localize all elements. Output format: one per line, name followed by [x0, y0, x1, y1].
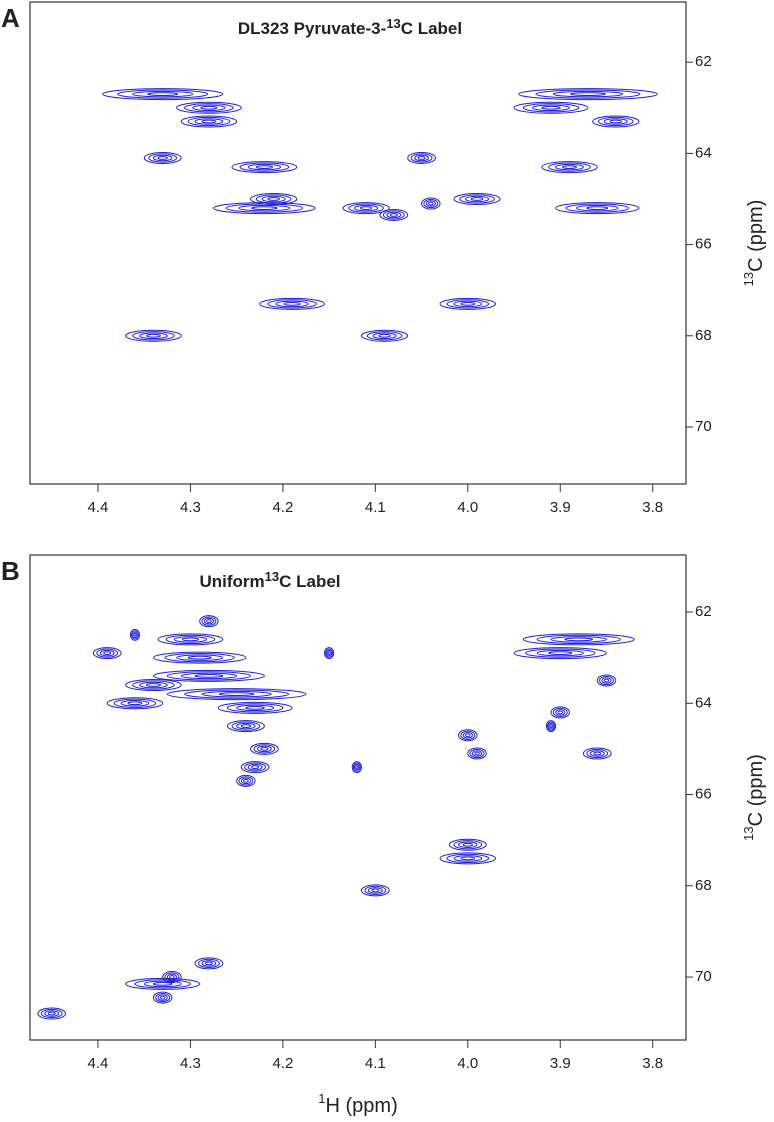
peak — [448, 838, 487, 851]
peak — [541, 161, 598, 174]
peak — [439, 297, 497, 310]
y-tick-label: 66 — [695, 236, 712, 253]
x-tick-label: 4.1 — [365, 1055, 386, 1072]
peak — [323, 647, 335, 660]
peak — [240, 761, 270, 774]
x-tick-label: 4.4 — [88, 499, 109, 516]
peak — [129, 628, 141, 641]
peak — [102, 88, 224, 101]
y-tick-label: 70 — [695, 418, 712, 435]
peak — [166, 688, 307, 701]
y-axis-label: 13C (ppm) — [741, 200, 767, 287]
peak — [37, 1007, 67, 1020]
panel-label: A — [1, 3, 20, 33]
x-tick-label: 4.4 — [88, 1055, 109, 1072]
peak — [453, 192, 501, 205]
peak — [125, 679, 182, 692]
y-label-text: C (ppm) — [745, 200, 767, 272]
peak — [458, 729, 478, 742]
peak — [92, 647, 122, 660]
x-tick-label: 4.0 — [457, 1055, 478, 1072]
peak — [351, 761, 362, 774]
y-tick-label: 68 — [695, 327, 712, 344]
y-axis-label: 13C (ppm) — [741, 754, 767, 841]
y-tick-label: 68 — [695, 877, 712, 894]
title-part: C Label — [279, 572, 340, 591]
peak — [439, 852, 497, 865]
chart-title: Uniform13C Label — [199, 569, 340, 591]
plot-frame — [29, 1, 687, 485]
peak — [152, 669, 265, 682]
peak — [180, 115, 238, 128]
peak — [259, 297, 325, 310]
title-part: Uniform — [199, 572, 264, 591]
y-tick-label: 64 — [695, 694, 712, 711]
chart-title: DL323 Pyruvate-3-13C Label — [238, 16, 462, 38]
peak — [467, 747, 487, 760]
peak — [213, 202, 316, 215]
x-tick-label: 4.2 — [272, 1055, 293, 1072]
peak — [582, 747, 612, 760]
peak — [194, 957, 224, 970]
peak — [522, 633, 635, 646]
peak — [152, 651, 247, 664]
peak — [518, 88, 658, 101]
x-tick-label: 4.1 — [365, 499, 386, 516]
plot-frame — [29, 554, 687, 1041]
panel-label: B — [1, 556, 20, 586]
x-tick-label: 3.8 — [642, 499, 663, 516]
peak — [217, 701, 293, 714]
title-part: C Label — [401, 19, 462, 38]
peak — [379, 208, 409, 221]
peak — [407, 151, 436, 164]
y-tick-label: 62 — [695, 603, 712, 620]
x-axis-label: 1H (ppm) — [318, 1091, 397, 1117]
y-label-sup: 13 — [741, 272, 756, 286]
peak — [125, 329, 182, 342]
peak — [592, 115, 640, 128]
x-tick-label: 4.0 — [457, 499, 478, 516]
peak — [360, 329, 409, 342]
y-label-text: C (ppm) — [745, 754, 767, 826]
x-tick-label: 4.3 — [180, 1055, 201, 1072]
y-label-sup: 13 — [741, 826, 756, 840]
peak — [421, 197, 441, 210]
y-tick-label: 62 — [695, 53, 712, 70]
y-tick-label: 70 — [695, 968, 712, 985]
peak — [143, 151, 182, 164]
peak — [152, 991, 173, 1004]
peak — [513, 647, 607, 660]
peak — [360, 884, 390, 897]
peak — [555, 202, 640, 215]
x-tick-label: 4.3 — [180, 499, 201, 516]
peak — [550, 706, 571, 719]
peak — [545, 720, 557, 733]
title-part: 13 — [386, 16, 400, 31]
x-tick-label: 3.8 — [642, 1055, 663, 1072]
y-tick-label: 66 — [695, 786, 712, 803]
title-part: DL323 Pyruvate-3- — [238, 19, 386, 38]
peak — [157, 633, 224, 646]
title-part: 13 — [265, 569, 279, 584]
peak — [176, 101, 242, 114]
x-label-text: H (ppm) — [326, 1095, 398, 1117]
peak — [162, 971, 182, 984]
peak — [199, 615, 219, 628]
peak — [125, 977, 201, 990]
peak — [250, 742, 279, 755]
x-label-sup: 1 — [318, 1091, 325, 1106]
y-tick-label: 64 — [695, 144, 712, 161]
x-tick-label: 4.2 — [272, 499, 293, 516]
x-tick-label: 3.9 — [550, 1055, 571, 1072]
peak — [231, 161, 298, 174]
peak — [236, 774, 256, 787]
peak — [513, 101, 589, 114]
x-tick-label: 3.9 — [550, 499, 571, 516]
peak — [106, 697, 164, 710]
peak — [342, 202, 390, 215]
peak — [596, 674, 617, 687]
peak — [226, 720, 265, 733]
